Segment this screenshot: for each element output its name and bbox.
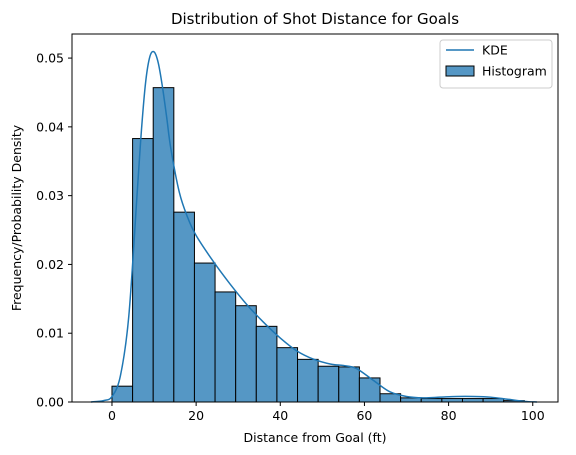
histogram-bar xyxy=(338,366,360,403)
histogram-bar xyxy=(358,377,381,403)
histogram-bar xyxy=(152,87,175,403)
histogram-bar xyxy=(400,397,422,403)
y-tick-label: 0.02 xyxy=(36,257,64,272)
x-tick-label: 20 xyxy=(188,408,204,423)
y-tick-label: 0.01 xyxy=(36,326,64,341)
histogram-bar xyxy=(132,138,154,403)
histogram-bar xyxy=(441,398,463,403)
histogram-bars xyxy=(111,87,525,403)
x-tick-label: 80 xyxy=(441,408,457,423)
kde-layer xyxy=(90,50,538,403)
histogram-bar xyxy=(297,358,319,403)
legend-kde-label: KDE xyxy=(482,43,508,58)
histogram-bar xyxy=(173,211,195,403)
kde-line xyxy=(90,50,538,403)
y-tick-label: 0.03 xyxy=(36,188,64,203)
histogram-bar xyxy=(193,262,216,403)
histogram-bar xyxy=(214,291,237,403)
legend-histogram-swatch xyxy=(445,65,475,77)
x-axis-ticks: 0 20 40 60 80 100 xyxy=(108,402,545,423)
histogram-bar xyxy=(317,365,340,403)
x-tick-label: 40 xyxy=(272,408,288,423)
y-axis-label: Frequency/Probability Density xyxy=(9,124,24,311)
chart-title: Distribution of Shot Distance for Goals xyxy=(171,10,459,28)
y-tick-label: 0.00 xyxy=(36,395,64,410)
histogram-bar xyxy=(235,305,257,403)
y-axis-ticks: 0.00 0.01 0.02 0.03 0.04 0.05 xyxy=(36,51,72,410)
legend-histogram-label: Histogram xyxy=(482,64,547,79)
y-tick-label: 0.05 xyxy=(36,51,64,66)
x-tick-label: 60 xyxy=(356,408,372,423)
x-tick-label: 100 xyxy=(521,408,545,423)
legend: KDE Histogram xyxy=(439,39,553,89)
y-tick-label: 0.04 xyxy=(36,119,64,134)
x-axis-label: Distance from Goal (ft) xyxy=(244,430,387,445)
histogram-bar xyxy=(276,347,299,403)
histogram-bar xyxy=(111,385,134,403)
histogram-bar xyxy=(461,398,484,403)
histogram-bar xyxy=(255,325,278,403)
x-tick-label: 0 xyxy=(108,408,116,423)
histogram-bar xyxy=(420,398,443,403)
plot-frame xyxy=(71,33,559,403)
